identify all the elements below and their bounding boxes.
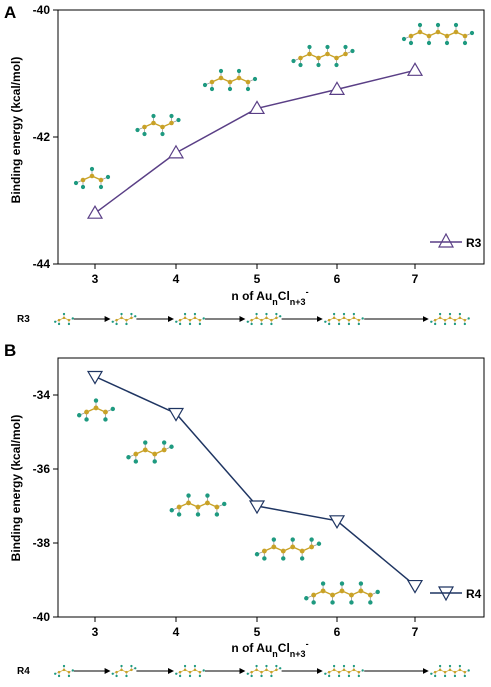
data-point-marker: [86, 205, 104, 219]
panel-b-transformation-row: [54, 664, 470, 678]
row-molecule: [324, 312, 364, 326]
molecule-au4: [126, 440, 174, 464]
x-tick-label: 5: [254, 625, 261, 639]
panel-b-x-axis-title: n of AunCln+3-: [231, 639, 308, 659]
panel-a-x-axis-title: n of AunCln+3-: [231, 287, 308, 307]
x-tick-label: 7: [412, 272, 419, 286]
panel-b-letter: B: [4, 341, 16, 360]
data-point-marker: [167, 407, 185, 422]
panel-b-legend-label: R4: [466, 587, 482, 601]
molecule-au6: [254, 537, 322, 561]
molecule-au7: [401, 22, 475, 46]
x-tick-label: 6: [334, 625, 341, 639]
legend-triangle-up-icon: [437, 232, 455, 248]
y-tick-label: -34: [33, 388, 51, 402]
row-molecule: [175, 312, 205, 326]
molecule-au5: [202, 68, 258, 92]
panel-b-y-axis: -34 -36 -38 -40: [33, 388, 58, 624]
x-tick-label: 3: [92, 272, 99, 286]
panel-b: B -34 -36 -38 -40 3 4 5 6 7 Binding energy (kca…: [4, 341, 485, 678]
row-molecule: [324, 664, 364, 678]
data-point-marker: [248, 500, 266, 515]
y-tick-label: -36: [33, 462, 51, 476]
panel-a-legend: R3: [430, 232, 482, 250]
row-molecule: [54, 312, 74, 326]
panel-a-molecule-illustrations: [73, 22, 475, 190]
data-point-marker: [328, 515, 346, 529]
molecule-au3: [76, 398, 116, 422]
panel-a-plot-frame: [57, 9, 485, 265]
row-molecule: [111, 312, 137, 326]
panel-b-x-axis: 3 4 5 6 7: [92, 617, 419, 639]
data-point-marker: [328, 81, 346, 95]
row-molecule: [54, 664, 74, 678]
panel-a-x-axis: 3 4 5 6 7: [92, 264, 419, 286]
panel-a-series-r3: [86, 62, 424, 219]
x-tick-label: 5: [254, 272, 261, 286]
x-tick-label: 7: [412, 625, 419, 639]
molecule-au7: [304, 581, 380, 605]
row-molecule: [111, 664, 137, 678]
row-molecule: [175, 664, 205, 678]
molecule-au4: [135, 113, 181, 137]
molecule-au3: [73, 166, 111, 190]
row-molecule: [246, 312, 282, 326]
panel-a: A -40 -42 -44 3 4 5 6 7 Binding energy (kcal/m…: [4, 3, 485, 326]
panel-b-molecule-illustrations: [76, 398, 380, 605]
y-tick-label: -44: [33, 257, 51, 271]
panel-b-plot-frame: [57, 357, 485, 618]
series-line: [94, 69, 416, 214]
panel-a-legend-label: R3: [466, 236, 482, 250]
panel-a-row-label: R3: [17, 314, 30, 325]
y-tick-label: -38: [33, 536, 51, 550]
panel-b-legend: R4: [430, 586, 482, 602]
legend-triangle-down-icon: [437, 586, 455, 602]
y-tick-label: -40: [33, 3, 51, 17]
x-tick-label: 4: [173, 272, 180, 286]
panel-a-y-axis-title: Binding energy (kcal/mol): [9, 57, 23, 204]
data-point-marker: [167, 144, 185, 159]
x-tick-label: 4: [173, 625, 180, 639]
data-point-marker: [406, 62, 424, 76]
x-tick-label: 6: [334, 272, 341, 286]
panel-b-row-label: R4: [17, 666, 30, 677]
panel-a-letter: A: [4, 3, 16, 22]
molecule-au6: [291, 44, 355, 68]
row-molecule: [246, 664, 282, 678]
row-molecule: [430, 664, 470, 678]
panel-a-transformation-row: [54, 312, 470, 326]
panel-a-y-axis: -40 -42 -44: [33, 3, 58, 271]
panel-b-y-axis-title: Binding energy (kcal/mol): [9, 415, 23, 562]
molecule-au5: [169, 493, 227, 517]
data-point-marker: [86, 370, 104, 385]
y-tick-label: -40: [33, 610, 51, 624]
row-molecule: [430, 312, 470, 326]
panel-b-series-r4: [86, 370, 424, 594]
y-tick-label: -42: [33, 130, 51, 144]
data-point-marker: [248, 100, 266, 115]
x-tick-label: 3: [92, 625, 99, 639]
data-point-marker: [406, 579, 424, 594]
